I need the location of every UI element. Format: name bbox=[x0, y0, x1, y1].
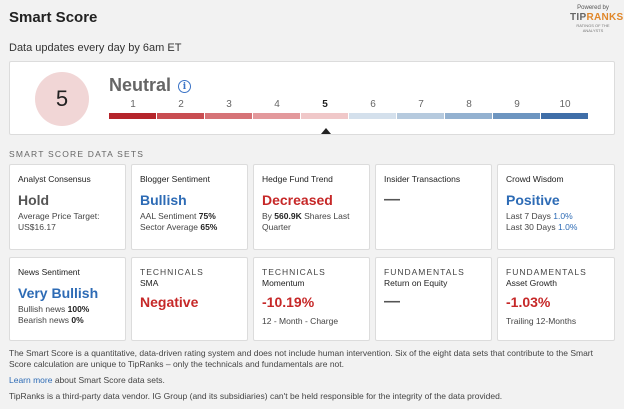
scale-bars bbox=[109, 113, 589, 119]
logo-tagline: RATINGS OF THE ANALYSTS bbox=[576, 23, 610, 33]
card-sub: Bullish news 100% bbox=[18, 304, 90, 314]
scale-segment bbox=[253, 113, 300, 119]
scale-segment bbox=[301, 113, 348, 119]
card-value: Decreased bbox=[262, 192, 333, 208]
scale-number: 6 bbox=[370, 99, 376, 110]
card-category: TECHNICALS bbox=[140, 267, 204, 277]
scale-number: 2 bbox=[178, 99, 184, 110]
card-title: Crowd Wisdom bbox=[506, 174, 564, 184]
card-sub: AAL Sentiment 75% bbox=[140, 211, 216, 221]
scale-segment bbox=[109, 113, 156, 119]
score-scale: 1 2 3 4 5 6 7 8 9 10 bbox=[109, 99, 589, 119]
update-note: Data updates every day by 6am ET bbox=[9, 42, 182, 54]
card-insider-transactions[interactable]: Insider Transactions — bbox=[375, 164, 492, 250]
card-sub: Last 30 Days 1.0% bbox=[506, 222, 578, 232]
learn-more-line: Learn more about Smart Score data sets. bbox=[9, 375, 165, 385]
card-sub: Average Price Target: bbox=[18, 211, 100, 221]
description-text: The Smart Score is a quantitative, data-… bbox=[9, 348, 593, 369]
scale-numbers: 1 2 3 4 5 6 7 8 9 10 bbox=[109, 99, 589, 110]
powered-by-label: Powered by bbox=[577, 5, 609, 11]
card-value: — bbox=[384, 191, 400, 208]
card-sub: Bearish news 0% bbox=[18, 315, 84, 325]
scale-segment bbox=[493, 113, 540, 119]
card-hedge-fund-trend[interactable]: Hedge Fund Trend Decreased By 560.9K Sha… bbox=[253, 164, 370, 250]
scale-number: 8 bbox=[466, 99, 472, 110]
card-title: SMA bbox=[140, 278, 159, 288]
info-icon[interactable]: i bbox=[178, 80, 191, 93]
scale-number: 1 bbox=[130, 99, 136, 110]
scale-number: 10 bbox=[559, 99, 571, 110]
scale-segment bbox=[157, 113, 204, 119]
scale-number: 9 bbox=[514, 99, 520, 110]
disclaimer-text: TipRanks is a third-party data vendor. I… bbox=[9, 391, 503, 401]
card-sub: 12 - Month - Charge bbox=[262, 316, 339, 326]
card-sub: Quarter bbox=[262, 222, 291, 232]
score-panel: 5 Neutral i 1 2 3 4 5 6 7 8 9 10 bbox=[9, 61, 615, 135]
card-category: TECHNICALS bbox=[262, 267, 326, 277]
card-crowd-wisdom[interactable]: Crowd Wisdom Positive Last 7 Days 1.0% L… bbox=[497, 164, 615, 250]
card-title: Asset Growth bbox=[506, 278, 558, 288]
score-circle: 5 bbox=[35, 72, 89, 126]
score-pointer-icon bbox=[321, 128, 331, 134]
card-value: — bbox=[384, 293, 400, 310]
card-title: Blogger Sentiment bbox=[140, 174, 210, 184]
score-label: Neutral bbox=[109, 75, 172, 95]
card-sub: US$16.17 bbox=[18, 222, 56, 232]
scale-number: 5 bbox=[322, 99, 328, 110]
card-asset-growth[interactable]: FUNDAMENTALS Asset Growth -1.03% Trailin… bbox=[497, 257, 615, 341]
card-news-sentiment[interactable]: News Sentiment Very Bullish Bullish news… bbox=[9, 257, 126, 341]
card-title: Momentum bbox=[262, 278, 305, 288]
card-momentum[interactable]: TECHNICALS Momentum -10.19% 12 - Month -… bbox=[253, 257, 370, 341]
scale-segment bbox=[541, 113, 588, 119]
tipranks-logo[interactable]: Powered by TIPRANKS RATINGS OF THE ANALY… bbox=[570, 5, 624, 33]
scale-segment bbox=[397, 113, 444, 119]
learn-more-link[interactable]: Learn more bbox=[9, 375, 53, 385]
card-value: -1.03% bbox=[506, 294, 551, 310]
scale-segment bbox=[445, 113, 492, 119]
card-category: FUNDAMENTALS bbox=[384, 267, 465, 277]
card-title: Analyst Consensus bbox=[18, 174, 91, 184]
card-title: Return on Equity bbox=[384, 278, 448, 288]
card-sma[interactable]: TECHNICALS SMA Negative bbox=[131, 257, 248, 341]
card-return-on-equity[interactable]: FUNDAMENTALS Return on Equity — bbox=[375, 257, 492, 341]
card-value: Bullish bbox=[140, 192, 187, 208]
card-title: Hedge Fund Trend bbox=[262, 174, 333, 184]
card-analyst-consensus[interactable]: Analyst Consensus Hold Average Price Tar… bbox=[9, 164, 126, 250]
card-blogger-sentiment[interactable]: Blogger Sentiment Bullish AAL Sentiment … bbox=[131, 164, 248, 250]
card-title: News Sentiment bbox=[18, 267, 80, 277]
card-value: Hold bbox=[18, 192, 50, 208]
scale-number: 3 bbox=[226, 99, 232, 110]
card-title: Insider Transactions bbox=[384, 174, 461, 184]
card-value: Positive bbox=[506, 192, 560, 208]
section-title: SMART SCORE DATA SETS bbox=[9, 149, 145, 159]
page-title: Smart Score bbox=[9, 9, 98, 26]
logo-wordmark: TIPRANKS bbox=[570, 12, 624, 23]
card-value: Negative bbox=[140, 294, 199, 310]
card-sub: Last 7 Days 1.0% bbox=[506, 211, 573, 221]
scale-segment bbox=[205, 113, 252, 119]
scale-segment bbox=[349, 113, 396, 119]
card-value: -10.19% bbox=[262, 294, 315, 310]
card-sub: By 560.9K Shares Last bbox=[262, 211, 350, 221]
card-sub: Trailing 12-Months bbox=[506, 316, 577, 326]
card-sub: Sector Average 65% bbox=[140, 222, 218, 232]
scale-number: 4 bbox=[274, 99, 280, 110]
card-category: FUNDAMENTALS bbox=[506, 267, 587, 277]
card-value: Very Bullish bbox=[18, 285, 99, 301]
scale-number: 7 bbox=[418, 99, 424, 110]
